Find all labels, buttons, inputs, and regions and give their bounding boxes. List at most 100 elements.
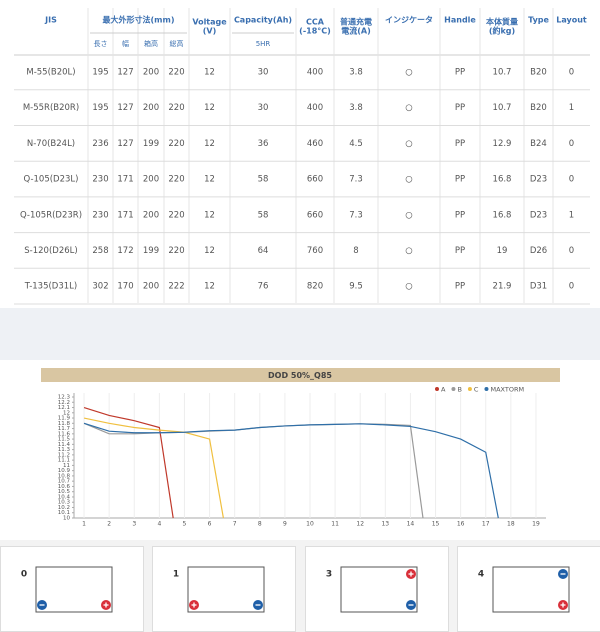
header-label: 普通充電 bbox=[340, 17, 372, 27]
table-cell: S-120(D26L) bbox=[24, 246, 77, 256]
table-cell: PP bbox=[455, 139, 465, 149]
header-label: 電流(A) bbox=[341, 26, 371, 36]
table-cell: 222 bbox=[168, 282, 184, 292]
table-cell: M-55(B20L) bbox=[26, 68, 75, 78]
layout-label: 1 bbox=[173, 570, 179, 580]
table-cell: 36 bbox=[258, 139, 269, 149]
y-tick-label: 11.9 bbox=[58, 416, 71, 422]
table-cell: 220 bbox=[168, 210, 184, 220]
header-label: Handle bbox=[444, 16, 476, 25]
table-cell: ○ bbox=[405, 282, 412, 292]
chart-title-bar bbox=[41, 368, 560, 382]
table-cell: D26 bbox=[530, 246, 547, 256]
table-cell: 230 bbox=[92, 210, 108, 220]
table-cell: 199 bbox=[143, 246, 159, 256]
y-tick-label: 11.7 bbox=[58, 426, 71, 432]
table-cell: 0 bbox=[569, 68, 574, 78]
table-cell: 1 bbox=[569, 103, 574, 113]
x-tick-label: 11 bbox=[331, 521, 339, 528]
table-cell: 10.7 bbox=[493, 68, 512, 78]
table-cell: D23 bbox=[530, 210, 547, 220]
table-cell: 220 bbox=[168, 175, 184, 185]
x-tick-label: 13 bbox=[381, 521, 389, 528]
battery bbox=[492, 566, 570, 613]
header-sub: 箱高 bbox=[144, 39, 158, 48]
table-cell: PP bbox=[455, 246, 465, 256]
table-cell: Q-105R(D23R) bbox=[20, 210, 82, 220]
x-tick-label: 18 bbox=[507, 521, 515, 528]
table-cell: ○ bbox=[405, 210, 412, 220]
table-cell: 760 bbox=[307, 246, 323, 256]
table-cell: 171 bbox=[117, 175, 133, 185]
table-cell: 30 bbox=[258, 103, 269, 113]
table-cell: 220 bbox=[168, 68, 184, 78]
x-tick-label: 9 bbox=[283, 521, 287, 528]
table-cell: 170 bbox=[117, 282, 133, 292]
y-tick-label: 10 bbox=[63, 516, 70, 522]
table-cell: 199 bbox=[143, 139, 159, 149]
header-label: JIS bbox=[44, 16, 57, 25]
y-tick-label: 10.8 bbox=[58, 473, 71, 479]
table-cell: T-135(D31L) bbox=[24, 282, 77, 292]
header-label: Capacity(Ah) bbox=[234, 16, 292, 25]
y-tick-label: 10.2 bbox=[58, 505, 70, 511]
table-cell: 0 bbox=[569, 175, 574, 185]
table-cell: 8 bbox=[353, 246, 358, 256]
header-label: 本体質量 bbox=[485, 17, 518, 27]
band bbox=[0, 308, 600, 360]
table-cell: 200 bbox=[143, 282, 159, 292]
table-cell: 127 bbox=[117, 103, 133, 113]
y-tick-label: 10.3 bbox=[58, 500, 71, 506]
header-label: (-18°C) bbox=[299, 27, 331, 36]
header-label: Layout bbox=[556, 16, 587, 25]
header-sub: 幅 bbox=[122, 39, 129, 48]
table-cell: ○ bbox=[405, 175, 412, 185]
table-cell: PP bbox=[455, 68, 465, 78]
header-label: (V) bbox=[203, 27, 217, 36]
table-cell: 195 bbox=[92, 68, 108, 78]
table-cell: 76 bbox=[258, 282, 269, 292]
x-tick-label: 10 bbox=[306, 521, 314, 528]
x-tick-label: 19 bbox=[532, 521, 540, 528]
table-cell: 302 bbox=[92, 282, 108, 292]
table-cell: 12 bbox=[204, 246, 215, 256]
y-tick-label: 11.3 bbox=[58, 447, 71, 453]
chart-title: DOD 50%_Q85 bbox=[268, 371, 332, 380]
table-cell: D31 bbox=[530, 282, 547, 292]
legend-dot bbox=[467, 387, 472, 391]
header-label: (約kg) bbox=[489, 26, 515, 36]
table-cell: 3.8 bbox=[349, 103, 363, 113]
series-line bbox=[83, 406, 174, 519]
table-cell: 220 bbox=[168, 139, 184, 149]
table-cell: 200 bbox=[143, 103, 159, 113]
table-cell: 30 bbox=[258, 68, 269, 78]
x-tick-label: 16 bbox=[457, 521, 465, 528]
x-tick-label: 15 bbox=[432, 521, 440, 528]
layout-label: 0 bbox=[21, 570, 27, 580]
y-tick-label: 11.1 bbox=[58, 458, 70, 464]
x-tick-label: 3 bbox=[132, 521, 136, 528]
table-cell: 400 bbox=[307, 68, 323, 78]
y-tick-label: 12 bbox=[63, 410, 70, 416]
battery bbox=[35, 566, 113, 613]
y-tick-label: 11.4 bbox=[58, 442, 71, 448]
table-cell: B20 bbox=[530, 68, 547, 78]
y-tick-label: 11 bbox=[63, 463, 70, 469]
header-label: Type bbox=[528, 16, 549, 25]
legend-label: B bbox=[457, 386, 461, 394]
table-cell: B24 bbox=[530, 139, 547, 149]
header-sub: 長さ bbox=[94, 40, 108, 48]
series-line bbox=[83, 422, 424, 519]
table-cell: 12 bbox=[204, 139, 215, 149]
table-cell: B20 bbox=[530, 103, 547, 113]
table-cell: 7.3 bbox=[349, 210, 363, 220]
y-tick-label: 12.2 bbox=[58, 400, 70, 406]
table-cell: PP bbox=[455, 282, 465, 292]
y-tick-label: 10.9 bbox=[58, 468, 71, 474]
table-cell: 64 bbox=[258, 246, 269, 256]
y-tick-label: 12.1 bbox=[58, 405, 70, 411]
table-cell: 9.5 bbox=[349, 282, 363, 292]
table-cell: 220 bbox=[168, 103, 184, 113]
table-cell: 12 bbox=[204, 103, 215, 113]
y-tick-label: 10.4 bbox=[58, 494, 71, 500]
